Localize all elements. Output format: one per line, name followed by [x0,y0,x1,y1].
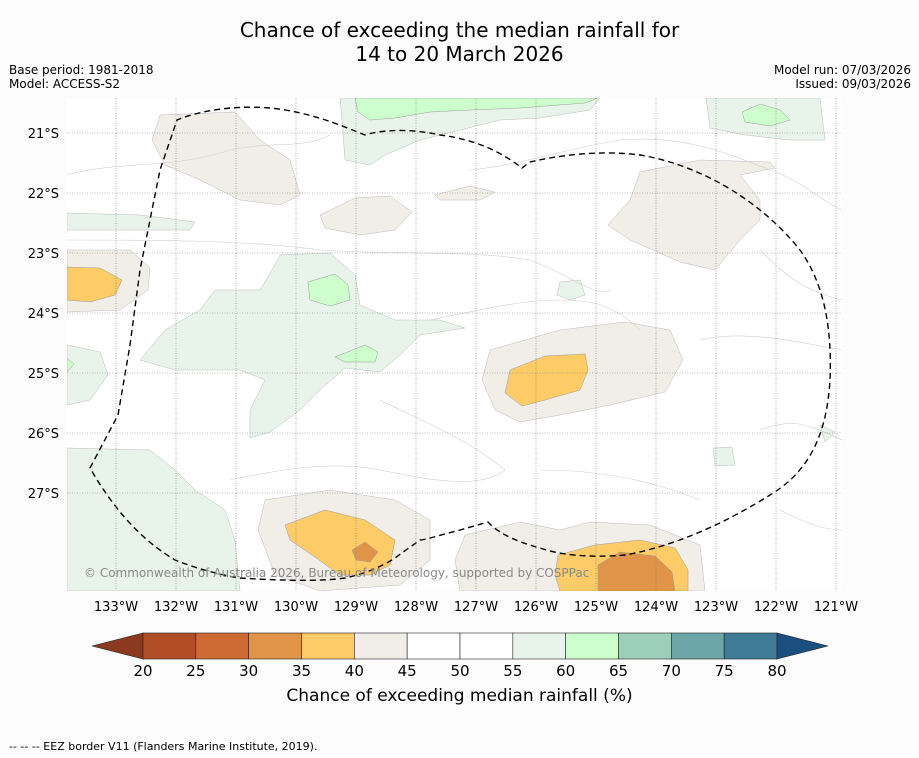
title-line-2: 14 to 20 March 2026 [355,42,564,66]
lon-label: 132°W [154,600,198,615]
colorbar-low-extend [91,632,144,660]
colorbar-tick-label: 40 [345,662,364,680]
region-55-small-a [556,279,586,301]
copyright-text: © Commonwealth of Australia 2026, Bureau… [84,566,589,580]
colorbar-swatch [406,632,461,660]
meta-left: Base period: 1981-2018 Model: ACCESS-S2 [9,63,154,91]
colorbar-tick-label: 25 [186,662,205,680]
lon-label: 124°W [634,600,678,615]
region-35-west [67,266,123,303]
region-55-west-small [67,344,109,406]
map-title: Chance of exceeding the median rainfall … [0,18,919,66]
region-30-south-west [351,541,379,563]
lat-label: 23°S [28,247,59,262]
lon-label: 130°W [274,600,318,615]
contour-layer [67,98,842,591]
model-name: Model: ACCESS-S2 [9,77,121,91]
region-60-centre-b [334,344,379,363]
colorbar-tick-label: 50 [450,662,469,680]
colorbar-swatch [565,632,619,660]
colorbar-tick-label: 55 [503,662,522,680]
lon-label: 128°W [394,600,438,615]
colorbar-swatch [354,632,408,660]
meta-right: Model run: 07/03/2026 Issued: 09/03/2026 [774,63,911,91]
colorbar-ticks: 20 25 30 35 40 45 50 55 60 65 70 75 80 [133,662,786,680]
region-45-centre-north [319,195,413,236]
lon-label: 133°W [94,600,138,615]
issued-date: Issued: 09/03/2026 [795,77,911,91]
colorbar-tick-label: 35 [292,662,311,680]
colorbar-swatch [301,632,355,660]
region-60-north-east [741,103,791,127]
lat-label: 27°S [28,487,59,502]
colorbar-tick-label: 75 [715,662,734,680]
colorbar-swatch [195,632,249,660]
region-60-centre-a [307,273,351,307]
lat-label: 26°S [28,427,59,442]
model-run: Model run: 07/03/2026 [773,63,911,77]
colorbar-label: Chance of exceeding median rainfall (%) [286,686,633,706]
lon-label: 131°W [214,600,258,615]
lat-label: 21°S [28,127,59,142]
lon-label: 129°W [334,600,378,615]
colorbar-swatch [142,632,197,660]
lat-label: 22°S [28,187,59,202]
colorbar: 20 25 30 35 40 45 50 55 60 65 70 75 80 [91,632,829,680]
lon-label: 125°W [574,600,618,615]
colorbar-tick-label: 45 [398,662,417,680]
colorbar-swatch [248,632,302,660]
colorbar-tick-label: 60 [556,662,575,680]
region-35-centre [504,353,589,407]
graticule [67,98,842,591]
lon-label: 127°W [454,600,498,615]
colorbar-swatch [671,632,725,660]
colorbar-swatch [459,632,514,660]
region-45-north-east [607,159,776,271]
colorbar-high-extend [776,632,829,660]
region-55-small-b [712,446,736,467]
region-60-west [67,357,75,373]
colorbar-boxes [142,632,778,660]
contour-lines [67,134,842,531]
eez-legend: -- -- -- EEZ border V11 (Flanders Marine… [9,740,318,753]
lon-label: 121°W [814,600,858,615]
colorbar-tick-label: 20 [133,662,152,680]
colorbar-tick-label: 65 [609,662,628,680]
eez-border [89,106,832,581]
lat-label: 24°S [28,307,59,322]
colorbar-tick-label: 30 [239,662,258,680]
region-55-south-west [67,447,241,591]
lat-label: 25°S [28,367,59,382]
region-45-north-west [151,111,301,206]
lon-label: 126°W [514,600,558,615]
title-line-1: Chance of exceeding the median rainfall … [239,18,680,42]
base-period: Base period: 1981-2018 [9,63,154,77]
lon-label: 122°W [754,600,798,615]
colorbar-swatch [618,632,672,660]
colorbar-tick-label: 80 [767,662,786,680]
colorbar-tick-label: 70 [662,662,681,680]
colorbar-swatch [512,632,566,660]
region-55-west-strip [67,212,196,231]
colorbar-swatch [723,632,778,660]
lon-label: 123°W [694,600,738,615]
region-55-centre [139,252,466,439]
